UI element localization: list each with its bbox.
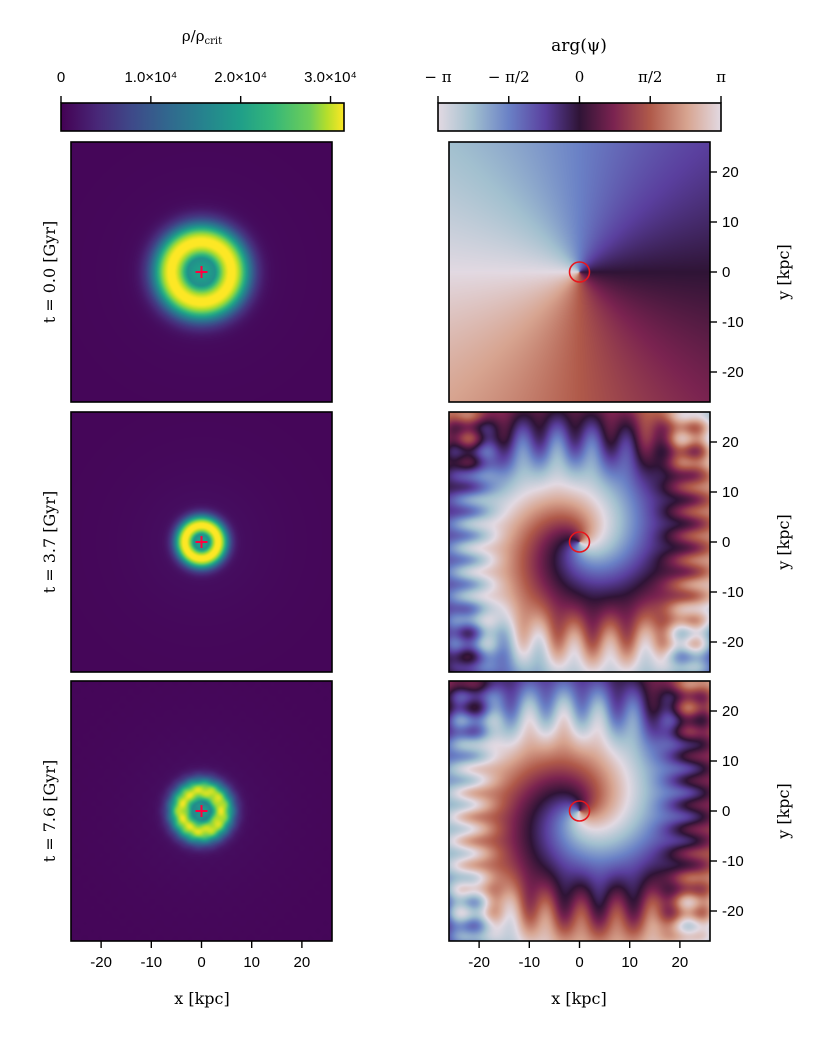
y-tick-label-row2-2: 0 (722, 534, 730, 551)
y-axis-label-row-2: y [kpc] (774, 514, 793, 571)
x-tick-label-col2-0: -20 (468, 954, 490, 971)
density-colorbar: ρ/ρcrit 0 1.0×10⁴ 2.0×10⁴ 3.0×10⁴ (57, 27, 357, 132)
density-colorbar-tick-label-2: 2.0×10⁴ (214, 69, 267, 86)
y-tick-label-row3-3: -10 (722, 853, 744, 870)
phase-colorbar-tick-label-0: − π (424, 68, 451, 86)
y-tick-label-row3-4: -20 (722, 903, 744, 920)
phase-colorbar-bar (437, 102, 722, 132)
density-colorbar-bar (60, 102, 345, 132)
axis-ticks: -20 -10 0 10 20 -20 -10 0 10 20 20 10 0 -10 -20 20 10 0 -1… (90, 164, 743, 971)
density-panel-row-1 (70, 141, 333, 403)
phase-panel-row-1 (448, 141, 711, 403)
x-tick-label-col2-4: 20 (672, 954, 689, 971)
y-tick-label-row3-2: 0 (722, 803, 730, 820)
x-tick-label-col2-3: 10 (621, 954, 638, 971)
phase-colorbar-label: arg(ψ) (551, 36, 607, 56)
density-colorbar-tick-label-1: 1.0×10⁴ (124, 69, 177, 86)
phase-panel-row-2 (448, 411, 711, 673)
y-tick-label-row1-3: -10 (722, 314, 744, 331)
x-tick-label-col2-2: 0 (575, 954, 583, 971)
y-tick-label-row1-2: 0 (722, 264, 730, 281)
phase-colorbar-tick-label-3: π/2 (638, 68, 662, 86)
y-axis-label-row-1: y [kpc] (774, 244, 793, 301)
phase-colorbar-tick-label-2: 0 (575, 68, 585, 86)
y-tick-label-row2-1: 10 (722, 484, 739, 501)
y-tick-label-row1-4: -20 (722, 364, 744, 381)
x-tick-label-col1-0: -20 (90, 954, 112, 971)
density-colorbar-ticks: 0 1.0×10⁴ 2.0×10⁴ 3.0×10⁴ (57, 69, 357, 103)
row-label-2: t = 3.7 [Gyr] (40, 491, 59, 594)
x-axis-label-left: x [kpc] (174, 989, 230, 1008)
markers (195, 261, 591, 822)
phase-colorbar: arg(ψ) − π − π/2 0 π/2 π (424, 36, 726, 132)
x-axis-label-right: x [kpc] (551, 989, 607, 1008)
row-labels: t = 0.0 [Gyr] t = 3.7 [Gyr] t = 7.6 [Gyr… (40, 221, 59, 863)
y-tick-label-row1-1: 10 (722, 214, 739, 231)
density-colorbar-label: ρ/ρcrit (182, 27, 222, 47)
vortex-circle-row3 (568, 800, 591, 822)
y-tick-label-row2-0: 20 (722, 434, 739, 451)
density-colorbar-tick-label-3: 3.0×10⁴ (304, 69, 357, 86)
vortex-circle-row1 (568, 261, 591, 283)
phase-panel-row-3 (448, 680, 711, 942)
y-tick-label-row2-3: -10 (722, 584, 744, 601)
phase-colorbar-tick-label-4: π (716, 68, 726, 86)
panels-grid (70, 141, 711, 942)
x-tick-label-col1-3: 10 (243, 954, 260, 971)
y-tick-label-row3-1: 10 (722, 753, 739, 770)
x-tick-label-col1-1: -10 (140, 954, 162, 971)
y-tick-label-row2-4: -20 (722, 634, 744, 651)
y-tick-label-row1-0: 20 (722, 164, 739, 181)
x-tick-label-col1-4: 20 (294, 954, 311, 971)
y-tick-label-row3-0: 20 (722, 703, 739, 720)
axis-labels: x [kpc] x [kpc] y [kpc] y [kpc] y [kpc] (174, 244, 793, 1008)
y-axis-label-row-3: y [kpc] (774, 783, 793, 840)
density-colorbar-tick-label-0: 0 (57, 69, 65, 86)
phase-colorbar-ticks: − π − π/2 0 π/2 π (424, 68, 726, 103)
x-tick-label-col2-1: -10 (518, 954, 540, 971)
vortex-circle-row2 (568, 531, 591, 553)
phase-colorbar-tick-label-1: − π/2 (488, 68, 530, 86)
row-label-3: t = 7.6 [Gyr] (40, 760, 59, 863)
row-label-1: t = 0.0 [Gyr] (40, 221, 59, 324)
x-tick-label-col1-2: 0 (197, 954, 205, 971)
